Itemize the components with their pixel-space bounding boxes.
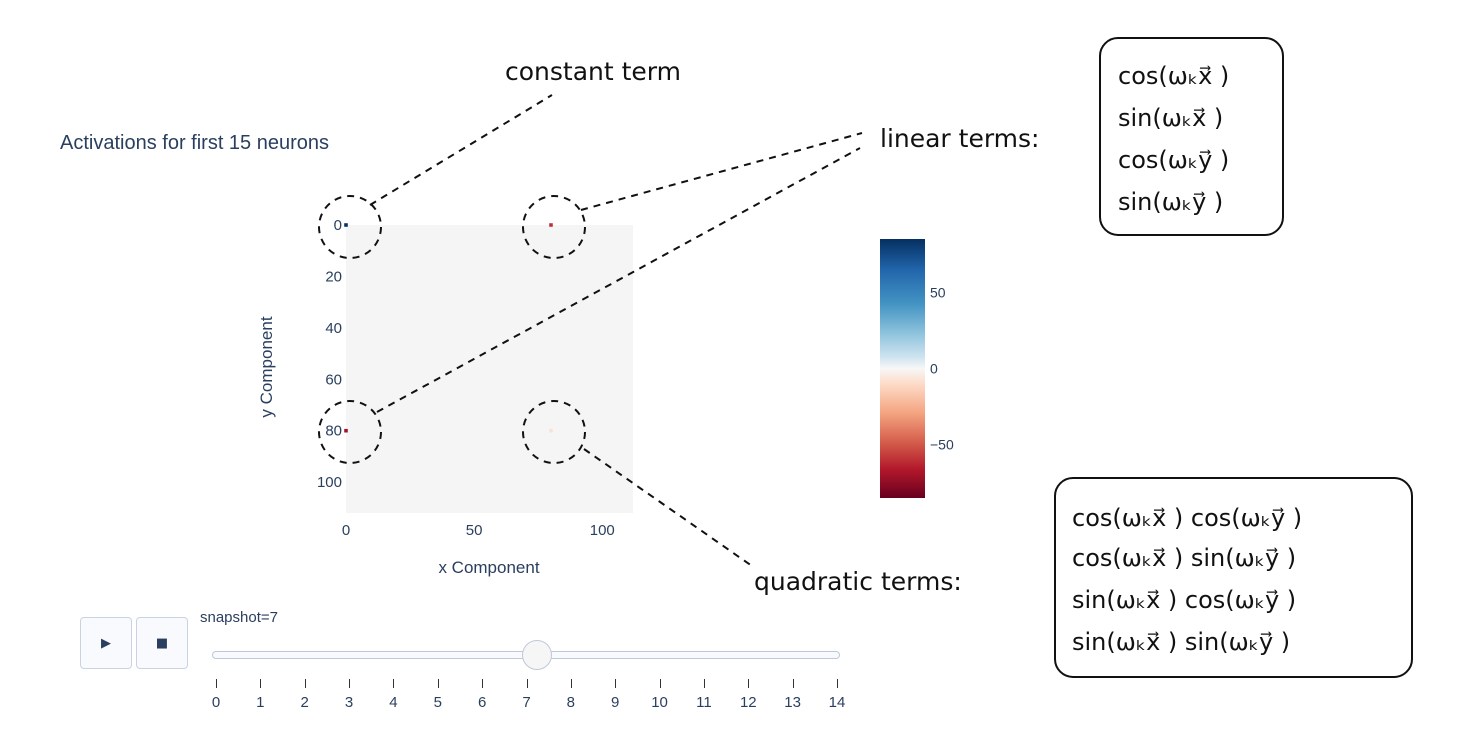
leader-linear-x (580, 132, 863, 211)
colorbar-tick-label: −50 (930, 437, 954, 453)
y-axis-title: y Component (257, 316, 276, 417)
linear-terms-box (1099, 37, 1284, 236)
leader-linear-y (376, 147, 861, 413)
slider-step-label[interactable]: 6 (477, 694, 487, 711)
leader-quadratic (583, 448, 753, 567)
heatmap-cell-3 (549, 428, 553, 433)
slider-step-label[interactable]: 0 (211, 694, 221, 711)
circle-constant (318, 195, 382, 259)
slider-tick (659, 679, 661, 688)
slider-step-label[interactable]: 11 (696, 694, 712, 711)
label-constant-term: constant term (505, 57, 681, 86)
slider-current-label: snapshot=7 (200, 609, 278, 626)
stop-icon: ■ (155, 635, 169, 651)
slider-step-label[interactable]: 2 (300, 694, 309, 711)
x-axis-title: x Component (438, 558, 539, 577)
x-tick-label: 0 (342, 522, 350, 539)
colorbar (880, 239, 925, 498)
heatmap-cell-0 (344, 223, 348, 227)
slider-step-label[interactable]: 14 (828, 694, 846, 711)
quadratic-term-4: sin(ωₖx⃗ ) sin(ωₖy⃗ ) (1072, 628, 1290, 656)
heatmap-cell-2 (344, 428, 348, 433)
slider-tick (393, 679, 395, 688)
slider-step-label[interactable]: 7 (522, 694, 531, 711)
heatmap-cell-1 (549, 223, 553, 227)
quadratic-term-2: cos(ωₖx⃗ ) sin(ωₖy⃗ ) (1072, 544, 1296, 572)
slider-tick (748, 679, 750, 688)
slider-step-label[interactable]: 1 (256, 694, 265, 711)
slider-tick (260, 679, 262, 688)
slider-step-label[interactable]: 3 (344, 694, 354, 711)
y-tick-label: 20 (325, 268, 342, 285)
slider-step-label[interactable]: 12 (739, 694, 757, 711)
slider-tick (216, 679, 217, 688)
slider-tick (615, 679, 617, 688)
quadratic-term-1: cos(ωₖx⃗ ) cos(ωₖy⃗ ) (1072, 504, 1302, 532)
x-axis-ticks: 0 50 100 (342, 522, 615, 539)
y-axis-ticks: 0 20 40 60 80 100 (317, 217, 342, 491)
slider-step-label[interactable]: 4 (389, 694, 398, 711)
circle-linear-y (318, 400, 382, 464)
y-tick-label: 100 (317, 474, 342, 491)
slider-step-label[interactable]: 13 (784, 694, 801, 711)
slider-step-label[interactable]: 9 (611, 694, 620, 711)
quadratic-term-3: sin(ωₖx⃗ ) cos(ωₖy⃗ ) (1072, 586, 1296, 614)
linear-term-2: sin(ωₖx⃗ ) (1118, 104, 1223, 132)
linear-term-4: sin(ωₖy⃗ ) (1118, 188, 1223, 216)
quadratic-terms-box (1054, 477, 1413, 678)
slider-step-label[interactable]: 5 (433, 694, 442, 711)
slider-tick (792, 679, 794, 688)
chart-title: Activations for first 15 neurons (60, 132, 329, 154)
label-quadratic-terms: quadratic terms: (754, 567, 962, 596)
slider-step-label[interactable]: 8 (566, 694, 576, 711)
slider-step-label[interactable]: 10 (651, 694, 668, 711)
y-tick-label: 40 (325, 320, 342, 337)
heatmap-cells (344, 223, 553, 433)
colorbar-ticks: 50 0 −50 (930, 284, 954, 452)
slider-handle[interactable] (521, 640, 552, 670)
y-tick-label: 60 (325, 371, 342, 388)
label-linear-terms: linear terms: (880, 124, 1040, 153)
slider-tick (304, 679, 306, 688)
play-icon: ▶ (101, 635, 111, 651)
slider-tick (837, 679, 838, 688)
heatmap-background (346, 225, 633, 513)
circle-linear-x (522, 195, 586, 259)
y-tick-label: 0 (334, 217, 342, 234)
slider-tick (482, 679, 484, 688)
slider-tick (437, 679, 439, 688)
slider-tick (526, 679, 528, 688)
stop-button[interactable]: ■ (136, 617, 188, 669)
slider-tick (703, 679, 705, 688)
circle-quadratic (522, 400, 586, 464)
linear-term-1: cos(ωₖx⃗ ) (1118, 62, 1229, 90)
linear-term-3: cos(ωₖy⃗ ) (1118, 146, 1229, 174)
play-button[interactable]: ▶ (80, 617, 132, 669)
colorbar-tick-label: 50 (930, 284, 946, 300)
x-tick-label: 50 (466, 522, 483, 539)
x-tick-label: 100 (590, 522, 615, 539)
colorbar-tick-label: 0 (930, 361, 938, 377)
leader-constant (369, 94, 553, 206)
slider-tick (570, 679, 572, 688)
slider-tick (349, 679, 351, 688)
y-tick-label: 80 (325, 423, 342, 440)
